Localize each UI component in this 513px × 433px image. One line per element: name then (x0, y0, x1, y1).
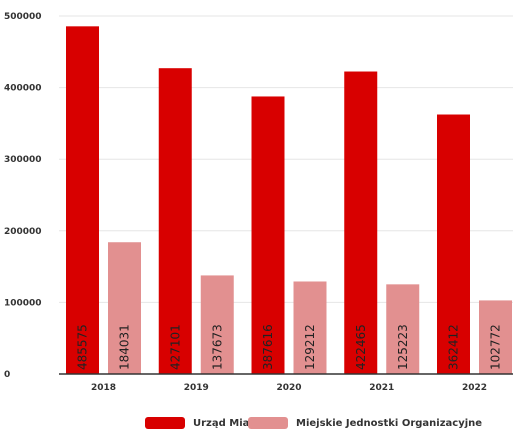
bar-urzad-miasta-2022[interactable] (437, 114, 470, 375)
bar-value-label: 485575 (76, 324, 90, 370)
y-tick-label: 100000 (4, 298, 42, 308)
y-tick-label: 500000 (4, 12, 42, 22)
bar-urzad-miasta-2021[interactable] (344, 71, 378, 374)
y-tick-label: 300000 (4, 155, 42, 165)
x-tick-label: 2019 (184, 383, 209, 393)
bar-urzad-miasta-2020[interactable] (251, 96, 285, 374)
x-axis: 2018 2019 2020 2021 2022 (59, 373, 513, 393)
x-tick-label: 2021 (369, 383, 394, 393)
bars: 485575 184031 427101 137673 387616 129212 4224… (66, 26, 512, 375)
bar-urzad-miasta-2018[interactable] (66, 26, 99, 374)
legend-item-miejskie-jednostki[interactable]: Miejskie Jednostki Organizacyjne (248, 417, 482, 429)
bar-miejskie-jednostki-2020[interactable] (293, 281, 327, 374)
y-axis: 500000 400000 300000 200000 100000 0 (4, 12, 42, 380)
bar-value-label: 137673 (210, 324, 224, 370)
legend: Urząd Miasta Miejskie Jednostki Organiza… (0, 413, 513, 433)
bar-value-label: 427101 (168, 324, 182, 370)
x-tick-label: 2018 (91, 383, 116, 393)
y-tick-label: 0 (4, 370, 10, 380)
bar-value-label: 422465 (354, 324, 368, 370)
legend-item-urzad-miasta[interactable]: Urząd Miasta (145, 417, 267, 429)
y-tick-label: 200000 (4, 227, 42, 237)
bar-chart: 500000 400000 300000 200000 100000 0 485575 18… (4, 12, 513, 393)
x-tick-label: 2020 (276, 383, 301, 393)
bar-miejskie-jednostki-2019[interactable] (200, 275, 234, 374)
bar-value-label: 129212 (303, 324, 317, 370)
x-tick-label: 2022 (462, 383, 487, 393)
legend-swatch (248, 417, 288, 429)
bar-value-label: 362412 (447, 324, 461, 370)
legend-label: Urząd Miasta (193, 417, 267, 429)
bar-value-label: 184031 (118, 324, 132, 370)
bar-miejskie-jednostki-2022[interactable] (479, 300, 512, 374)
bar-value-label: 102772 (489, 324, 503, 370)
y-tick-label: 400000 (4, 84, 42, 94)
legend-swatch (145, 417, 185, 429)
bar-urzad-miasta-2019[interactable] (158, 68, 192, 375)
bar-miejskie-jednostki-2018[interactable] (108, 242, 141, 374)
bar-value-label: 125223 (396, 324, 410, 370)
bar-miejskie-jednostki-2021[interactable] (386, 284, 420, 374)
legend-label: Miejskie Jednostki Organizacyjne (296, 417, 483, 429)
bar-value-label: 387616 (261, 324, 275, 370)
